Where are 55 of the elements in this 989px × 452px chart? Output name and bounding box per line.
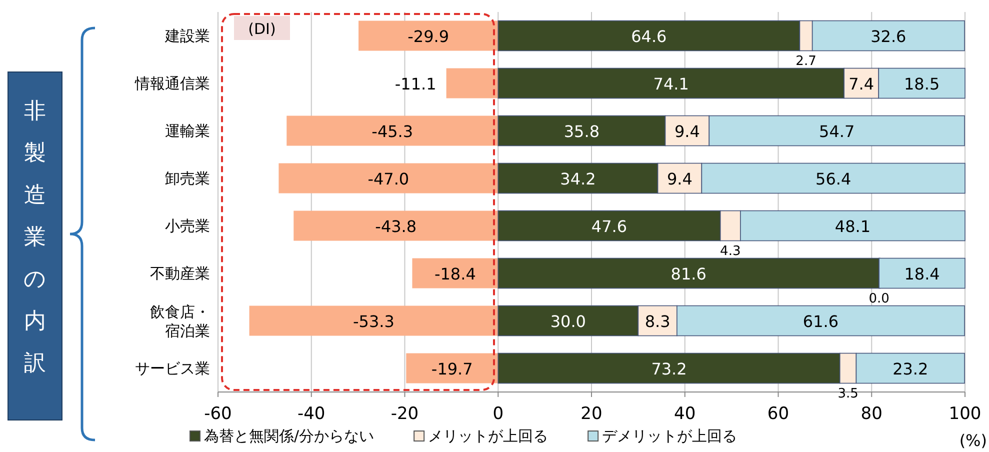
y-tick-label: 飲食店・宿泊業: [150, 302, 210, 340]
legend-label: デメリットが上回る: [602, 427, 738, 445]
data-label: 30.0: [550, 312, 586, 331]
data-label: 34.2: [560, 169, 596, 188]
data-label: -29.9: [408, 26, 450, 46]
data-label: 9.4: [667, 169, 692, 188]
data-label: 47.6: [591, 216, 628, 236]
data-label: -18.4: [434, 264, 476, 284]
y-tick-label: 建設業: [164, 26, 210, 45]
y-tick-label: 運輸業: [165, 122, 210, 140]
y-tick-label: 情報通信業: [134, 74, 210, 92]
data-label: 64.6: [631, 26, 667, 46]
data-label: -47.0: [368, 169, 410, 188]
data-label: 73.2: [651, 359, 687, 378]
x-tick-label: 100: [948, 404, 982, 424]
x-tick-label: -60: [204, 404, 232, 424]
x-tick-label: 20: [580, 404, 602, 424]
text: 非製造業の内訳: [24, 99, 46, 376]
data-label: 0.0: [868, 291, 890, 306]
annotation: (DI): [248, 20, 276, 38]
data-label: 54.7: [819, 122, 855, 141]
data-label: 81.6: [670, 264, 706, 284]
data-label: 56.4: [816, 169, 852, 188]
data-label: 9.4: [674, 122, 700, 141]
data-label: 48.1: [834, 216, 871, 236]
data-label: 4.3: [720, 244, 741, 259]
y-tick-label: 不動産業: [150, 264, 210, 282]
data-label: -45.3: [372, 122, 414, 141]
data-label: -53.3: [353, 312, 394, 331]
y-tick-label: 卸売業: [165, 169, 210, 188]
data-label: -11.1: [394, 74, 436, 94]
y-tick-label: サービス業: [135, 359, 210, 378]
data-label: 18.4: [904, 264, 940, 284]
x-tick-label: 80: [860, 404, 882, 424]
x-tick-label: 0: [492, 404, 504, 424]
data-label: 32.6: [870, 26, 906, 46]
data-label: -19.7: [431, 359, 473, 378]
data-label: 35.8: [564, 122, 600, 141]
data-label: 7.4: [848, 74, 874, 94]
x-tick-label: -40: [297, 404, 326, 424]
data-label: 2.7: [796, 54, 816, 69]
legend-label: メリットが上回る: [428, 427, 548, 445]
data-label: 18.5: [904, 74, 940, 94]
data-label: 74.1: [653, 74, 689, 94]
legend-label: 為替と無関係/分からない: [204, 427, 374, 445]
x-tick-label: -20: [390, 404, 419, 424]
x-tick-label: 60: [767, 404, 790, 424]
data-label: -43.8: [375, 216, 417, 236]
x-axis-title: (%): [959, 431, 987, 450]
data-label: 23.2: [892, 359, 928, 378]
x-tick-label: 40: [674, 404, 696, 424]
data-label: 61.6: [802, 312, 839, 331]
data-label: 3.5: [838, 386, 858, 402]
data-label: 8.3: [644, 312, 670, 331]
y-tick-label: 小売業: [165, 216, 210, 235]
